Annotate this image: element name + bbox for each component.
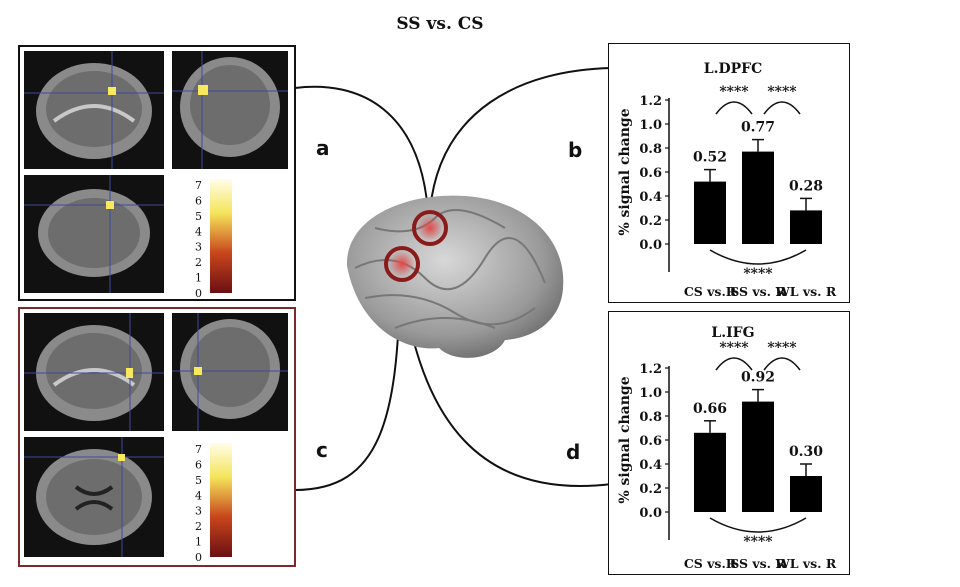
roi-dlpfc-activation: [417, 215, 443, 241]
colorbar-tick-label-bottom: 1: [195, 536, 202, 549]
colorbar-tick-label-bottom: 6: [195, 458, 202, 471]
mri-panel-top: 7 6 5 4 3 2 1 0: [18, 45, 296, 301]
y-tick-label: 0.4: [639, 190, 662, 205]
panel-letter-d: d: [566, 440, 581, 464]
value-label-2: 0.28: [789, 178, 823, 194]
value-label-2: 0.30: [789, 444, 823, 460]
significance-label-top-0: ****: [719, 84, 749, 100]
significance-arc-top-0: [715, 101, 753, 115]
roi-ifg-activation: [389, 251, 415, 277]
value-label-0: 0.66: [693, 401, 727, 417]
chart-title: L.DPFC: [704, 61, 762, 77]
chart-panel-dlpfc: L.DPFC % signal change 0.0 0.2 0.4 0.6 0.8 1.0 1…: [608, 43, 850, 303]
bar-0: [694, 432, 726, 512]
connector-b: [429, 67, 613, 211]
y-tick-label: 0.4: [639, 458, 662, 473]
colorbar-tick-label-top: 5: [195, 210, 202, 223]
y-tick-label: 0.0: [639, 506, 662, 521]
y-axis-label: % signal change: [617, 376, 633, 503]
colorbar-ticks-bottom: 7 6 5 4 3 2 1 0: [195, 443, 202, 561]
significance-label-top-1: ****: [767, 340, 797, 356]
mri-panel-bottom: 7 6 5 4 3 2 1 0: [18, 307, 296, 567]
colorbar-tick-label-top: 2: [195, 256, 202, 269]
colorbar-tick-label-bottom: 0: [195, 551, 202, 561]
bar-2: [790, 476, 822, 512]
colorbar-bottom: 7 6 5 4 3 2 1 0: [195, 443, 232, 561]
y-tick-label: 0.6: [639, 166, 662, 181]
colorbar-tick-label-top: 0: [195, 287, 202, 297]
colorbar-tick-label-top: 6: [195, 194, 202, 207]
panel-letter-b: b: [568, 138, 583, 162]
category-label-2: WL vs. R: [775, 556, 837, 571]
colorbar-tick-label-bottom: 7: [195, 443, 202, 456]
y-tick-label: 1.0: [639, 386, 662, 401]
panel-letter-a: a: [316, 136, 330, 160]
y-tick-label: 1.2: [639, 362, 662, 377]
category-label-1: SS vs. R: [730, 284, 786, 299]
colorbar-top: 7 6 5 4 3 2 1 0: [195, 179, 232, 297]
bar-2: [790, 210, 822, 244]
y-tick-label: 0.8: [639, 142, 662, 157]
sagittal-slice-bottom: [24, 313, 164, 431]
significance-arc-bottom: [709, 517, 807, 533]
y-axis-label: % signal change: [617, 108, 633, 235]
significance-arc-bottom: [709, 249, 807, 265]
y-tick-label: 0.6: [639, 434, 662, 449]
colorbar-tick-label-top: 4: [195, 225, 202, 238]
colorbar-tick-label-top: 7: [195, 179, 202, 192]
sagittal-slice-top: [24, 51, 164, 169]
y-tick-label: 1.0: [639, 118, 662, 133]
value-label-1: 0.77: [741, 120, 775, 136]
category-label-0: CS vs.R: [684, 284, 737, 299]
y-tick-label: 0.0: [639, 238, 662, 253]
significance-label-top-1: ****: [767, 84, 797, 100]
roi-dlpfc-circle: [412, 210, 448, 246]
colorbar-ticks-top: 7 6 5 4 3 2 1 0: [195, 179, 202, 297]
category-label-2: WL vs. R: [775, 284, 837, 299]
bar-chart-dlpfc: L.DPFC % signal change 0.0 0.2 0.4 0.6 0.8 1.0 1…: [617, 61, 837, 299]
significance-arc-top-1: [763, 357, 801, 371]
value-label-1: 0.92: [741, 370, 775, 386]
value-label-0: 0.52: [693, 150, 727, 166]
category-label-0: CS vs.R: [684, 556, 737, 571]
axial-slice-bottom: [24, 437, 164, 557]
axial-slice-top: [24, 175, 164, 293]
coronal-slice-top: [172, 51, 288, 169]
colorbar-tick-label-bottom: 3: [195, 505, 202, 518]
roi-ifg-circle: [384, 246, 420, 282]
y-tick-label: 0.2: [639, 482, 662, 497]
colorbar-tick-label-bottom: 2: [195, 520, 202, 533]
y-tick-label: 0.2: [639, 214, 662, 229]
significance-label-bottom: ****: [743, 266, 773, 282]
significance-arc-top-1: [763, 101, 801, 115]
connector-a: [294, 85, 429, 213]
bar-0: [694, 181, 726, 244]
colorbar-tick-label-top: 1: [195, 272, 202, 285]
y-tick-label: 0.8: [639, 410, 662, 425]
figure-title: SS vs. CS: [396, 14, 484, 34]
significance-arc-top-0: [715, 357, 753, 371]
significance-label-bottom: ****: [743, 534, 773, 550]
bar-1: [742, 401, 774, 512]
colorbar-tick-label-top: 3: [195, 241, 202, 254]
category-label-1: SS vs. R: [730, 556, 786, 571]
chart-title: L.IFG: [711, 325, 754, 341]
y-tick-label: 1.2: [639, 94, 662, 109]
panel-letter-c: c: [316, 438, 328, 462]
brain-render: [346, 195, 564, 358]
colorbar-tick-label-bottom: 4: [195, 489, 202, 502]
significance-label-top-0: ****: [719, 340, 749, 356]
coronal-slice-bottom: [172, 313, 288, 431]
bar-1: [742, 151, 774, 244]
chart-panel-ifg: L.IFG % signal change 0.0 0.2 0.4 0.6 0.8 1.0 1.…: [608, 311, 850, 575]
colorbar-tick-label-bottom: 5: [195, 474, 202, 487]
bar-chart-ifg: L.IFG % signal change 0.0 0.2 0.4 0.6 0.8 1.0 1.…: [617, 325, 837, 571]
